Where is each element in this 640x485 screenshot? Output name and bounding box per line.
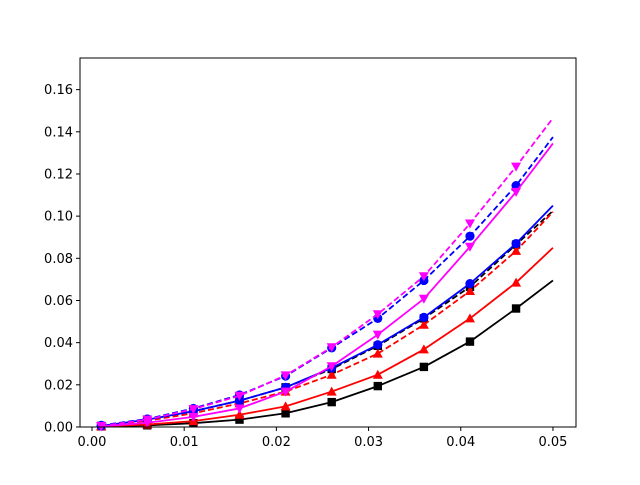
- axes-layer: 0.00 0.01 0.02 0.03 0.04 0.05 0.00 0.02 0.04 0.06…: [44, 57, 577, 450]
- plot-frame: [79, 57, 577, 428]
- series-7: [96, 142, 554, 432]
- y-tick-label-3: 0.04: [44, 336, 73, 351]
- series-5-point-7: [373, 340, 383, 350]
- x-tick-label-5: 0.04: [446, 435, 475, 450]
- x-tick-label-2: 0.01: [170, 435, 199, 450]
- series-8-point-9: [464, 219, 475, 229]
- series-8-point-7: [372, 310, 383, 320]
- series-8-point-8: [418, 272, 429, 282]
- y-tick-label-6: 0.10: [44, 210, 73, 225]
- series-4-point-7: [372, 348, 383, 358]
- series-1-point-9: [465, 337, 475, 346]
- series-1-point-4: [235, 415, 244, 424]
- y-tick-label-1: 0.00: [44, 421, 73, 436]
- series-7-point-7: [372, 330, 383, 340]
- series-layer: [96, 117, 554, 432]
- series-3-point-7: [372, 369, 383, 379]
- series-1-point-10: [511, 304, 521, 313]
- y-tick-label-4: 0.06: [44, 294, 73, 309]
- series-8-point-1: [96, 421, 107, 431]
- series-3-point-8: [418, 344, 429, 354]
- series-3-point-5: [280, 401, 291, 411]
- series-1-point-5: [281, 409, 290, 418]
- series-5-point-8: [419, 312, 429, 322]
- series-7-point-6: [326, 362, 337, 372]
- x-tick-label-6: 0.05: [538, 435, 567, 450]
- series-8-point-2: [142, 415, 153, 425]
- series-3-point-6: [326, 386, 337, 396]
- series-8-point-10: [511, 162, 522, 172]
- series-7-point-5: [280, 387, 291, 397]
- series-8-point-3: [188, 405, 199, 415]
- series-4-point-9: [464, 285, 475, 295]
- x-tick-label-4: 0.03: [354, 435, 383, 450]
- series-7-point-8: [418, 294, 429, 304]
- series-8-point-5: [280, 371, 291, 381]
- series-4-point-6: [326, 369, 337, 379]
- series-1-point-6: [327, 397, 336, 407]
- series-6-point-9: [465, 231, 475, 241]
- x-tick-label-3: 0.02: [262, 435, 291, 450]
- series-5-point-10: [511, 238, 521, 249]
- x-tick-label-1: 0.00: [78, 435, 107, 450]
- series-7-point-9: [464, 242, 475, 252]
- series-7-point-10: [511, 187, 522, 197]
- series-8-point-6: [326, 343, 337, 353]
- series-3-point-4: [234, 409, 245, 419]
- series-4-point-10: [511, 245, 522, 255]
- series-1-point-8: [419, 362, 429, 372]
- y-tick-label-2: 0.02: [44, 378, 73, 393]
- series-8: [96, 117, 554, 431]
- y-tick-label-9: 0.16: [44, 83, 73, 98]
- series-1-point-7: [373, 381, 382, 391]
- series-7-point-3: [188, 412, 199, 422]
- y-tick-label-5: 0.08: [44, 252, 73, 267]
- series-3-point-9: [464, 313, 475, 323]
- series-3-point-10: [511, 277, 522, 287]
- y-tick-label-7: 0.12: [44, 167, 73, 182]
- series-7-point-4: [234, 404, 245, 414]
- series-8-point-4: [234, 391, 245, 401]
- series-4-point-8: [418, 319, 429, 329]
- series-5-point-9: [465, 279, 475, 289]
- y-tick-label-8: 0.14: [44, 125, 73, 140]
